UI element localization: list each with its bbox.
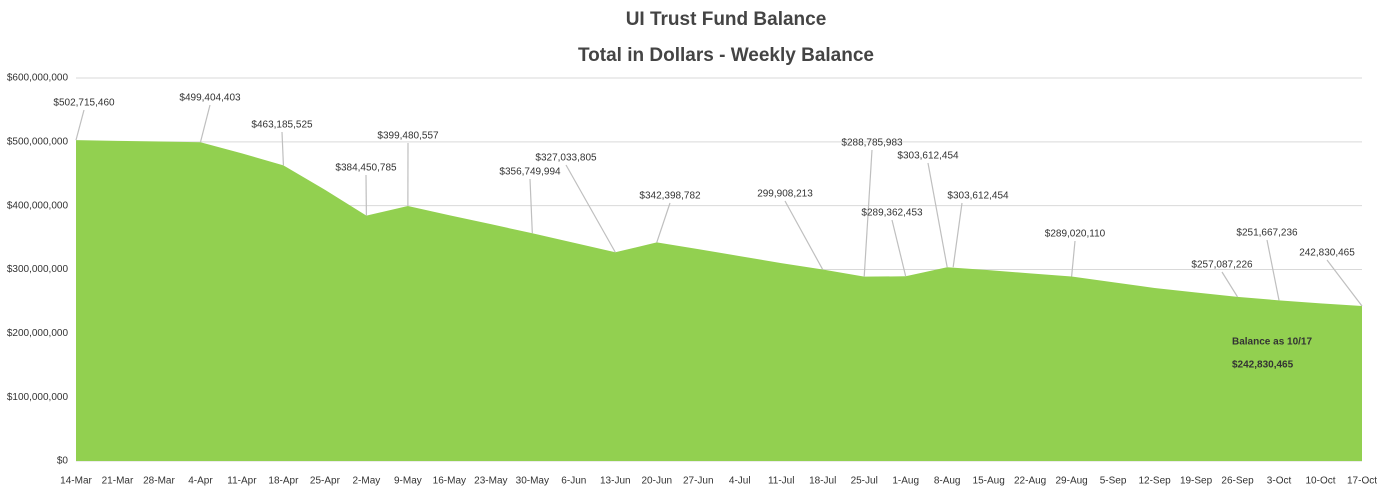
chart-title: UI Trust Fund Balance bbox=[626, 9, 827, 30]
x-tick-label: 30-May bbox=[516, 476, 549, 487]
x-tick-label: 9-May bbox=[394, 476, 422, 487]
x-tick-label: 19-Sep bbox=[1180, 476, 1213, 487]
callout-line bbox=[529, 178, 533, 234]
callout-line bbox=[927, 162, 948, 268]
y-tick-label: $100,000,000 bbox=[7, 392, 69, 403]
x-tick-label: 8-Aug bbox=[934, 476, 961, 487]
x-tick-label: 3-Oct bbox=[1267, 476, 1292, 487]
data-label: $289,362,453 bbox=[861, 208, 923, 219]
y-tick-label: $400,000,000 bbox=[7, 200, 69, 211]
chart-subtitle: Total in Dollars - Weekly Balance bbox=[578, 45, 874, 66]
callout-line bbox=[1071, 240, 1076, 277]
y-tick-label: $200,000,000 bbox=[7, 328, 69, 339]
annotation: $303,612,454 bbox=[947, 191, 1009, 202]
x-tick-label: 15-Aug bbox=[973, 476, 1005, 487]
data-label: 242,830,465 bbox=[1299, 248, 1355, 259]
area bbox=[76, 140, 1362, 461]
x-tick-label: 6-Jun bbox=[561, 476, 586, 487]
data-label: $289,020,110 bbox=[1045, 229, 1106, 240]
data-label: $502,715,460 bbox=[53, 98, 115, 109]
x-tick-label: 22-Aug bbox=[1014, 476, 1046, 487]
x-tick-label: 21-Mar bbox=[102, 476, 134, 487]
data-label: $399,480,557 bbox=[377, 131, 439, 142]
y-tick-label: $0 bbox=[57, 456, 69, 467]
x-tick-label: 11-Jul bbox=[768, 476, 795, 487]
callout-line bbox=[1326, 259, 1363, 307]
x-tick-label: 17-Oct bbox=[1347, 476, 1377, 487]
x-tick-label: 12-Sep bbox=[1138, 476, 1171, 487]
x-tick-label: 2-May bbox=[352, 476, 380, 487]
data-label: $327,033,805 bbox=[535, 153, 597, 164]
data-label: $257,087,226 bbox=[1191, 260, 1253, 271]
x-tick-label: 14-Mar bbox=[60, 476, 92, 487]
annotation-value: $242,830,465 bbox=[1232, 360, 1294, 371]
x-tick-label: 25-Apr bbox=[310, 476, 341, 487]
data-label: $342,398,782 bbox=[639, 191, 701, 202]
x-tick-label: 10-Oct bbox=[1306, 476, 1336, 487]
callout-line bbox=[1266, 239, 1280, 301]
data-label: $288,785,983 bbox=[841, 138, 903, 149]
callout-line bbox=[75, 109, 85, 141]
callout-line bbox=[784, 200, 824, 270]
data-label: $303,612,454 bbox=[897, 151, 959, 162]
data-label: $251,667,236 bbox=[1236, 228, 1298, 239]
x-tick-label: 4-Apr bbox=[188, 476, 213, 487]
x-tick-label: 26-Sep bbox=[1221, 476, 1254, 487]
x-tick-label: 16-May bbox=[433, 476, 466, 487]
callout-line bbox=[281, 131, 285, 166]
x-tick-label: 5-Sep bbox=[1100, 476, 1127, 487]
x-tick-label: 13-Jun bbox=[600, 476, 631, 487]
callout-line bbox=[1221, 271, 1239, 298]
x-tick-label: 25-Jul bbox=[851, 476, 878, 487]
callout-line bbox=[656, 202, 671, 243]
data-label: $356,749,994 bbox=[499, 167, 561, 178]
x-tick-label: 11-Apr bbox=[227, 476, 257, 487]
annotation: Balance as 10/17 bbox=[1232, 337, 1312, 348]
y-tick-label: $500,000,000 bbox=[7, 136, 69, 147]
data-label: $384,450,785 bbox=[335, 163, 397, 174]
x-tick-label: 27-Jun bbox=[683, 476, 714, 487]
x-tick-label: 23-May bbox=[474, 476, 507, 487]
data-label: $499,404,403 bbox=[179, 93, 241, 104]
x-tick-label: 4-Jul bbox=[729, 476, 751, 487]
callout-line bbox=[199, 104, 211, 143]
y-tick-label: $600,000,000 bbox=[7, 73, 69, 84]
x-tick-label: 20-Jun bbox=[641, 476, 672, 487]
data-label: 299,908,213 bbox=[757, 189, 813, 200]
callout-line bbox=[863, 149, 873, 277]
x-tick-label: 1-Aug bbox=[892, 476, 919, 487]
data-label: $463,185,525 bbox=[251, 120, 313, 131]
x-tick-label: 18-Apr bbox=[268, 476, 299, 487]
x-tick-label: 18-Jul bbox=[809, 476, 836, 487]
x-tick-label: 28-Mar bbox=[143, 476, 175, 487]
callout-line bbox=[565, 164, 616, 253]
y-tick-label: $300,000,000 bbox=[7, 264, 69, 275]
callout-line bbox=[952, 202, 963, 268]
callout-line bbox=[891, 219, 907, 277]
x-tick-label: 29-Aug bbox=[1055, 476, 1087, 487]
